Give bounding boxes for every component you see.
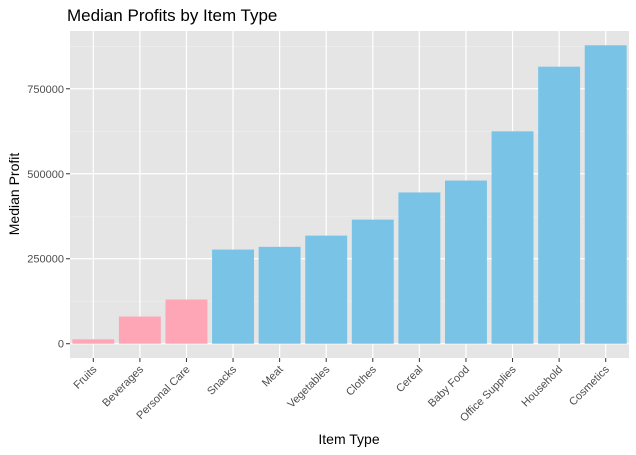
x-tick-label: Clothes [344,363,379,398]
y-tick-label: 250000 [27,254,64,266]
bar [538,66,581,344]
chart-title: Median Profits by Item Type [67,6,277,25]
y-axis-title: Median Profit [6,153,22,236]
bar [584,45,627,344]
y-axis: 0 250000 500000 750000 [27,84,70,351]
x-tick-label: Baby Food [426,364,472,410]
bar [72,339,115,344]
bar [258,246,301,344]
bar [305,235,348,344]
x-tick-label: Cosmetics [567,363,612,408]
bar [398,192,441,344]
x-tick-label: Snacks [205,363,239,397]
x-tick-label: Household [520,364,566,410]
x-tick-label: Vegetables [285,363,332,410]
y-tick-label: 0 [58,339,64,351]
x-tick-label: Fruits [71,363,99,391]
bar [212,249,255,344]
bar [444,180,487,344]
y-tick-label: 500000 [27,169,64,181]
x-tick-label: Meat [260,364,286,390]
y-tick-label: 750000 [27,84,64,96]
x-tick-label: Beverages [100,363,146,409]
plot-panel [70,31,629,358]
x-tick-label: Cereal [394,364,425,395]
bar [491,131,534,344]
x-axis-title: Item Type [318,431,379,447]
bar [118,316,161,344]
bars-group [72,45,627,344]
bar [165,299,208,344]
bar [351,219,394,344]
